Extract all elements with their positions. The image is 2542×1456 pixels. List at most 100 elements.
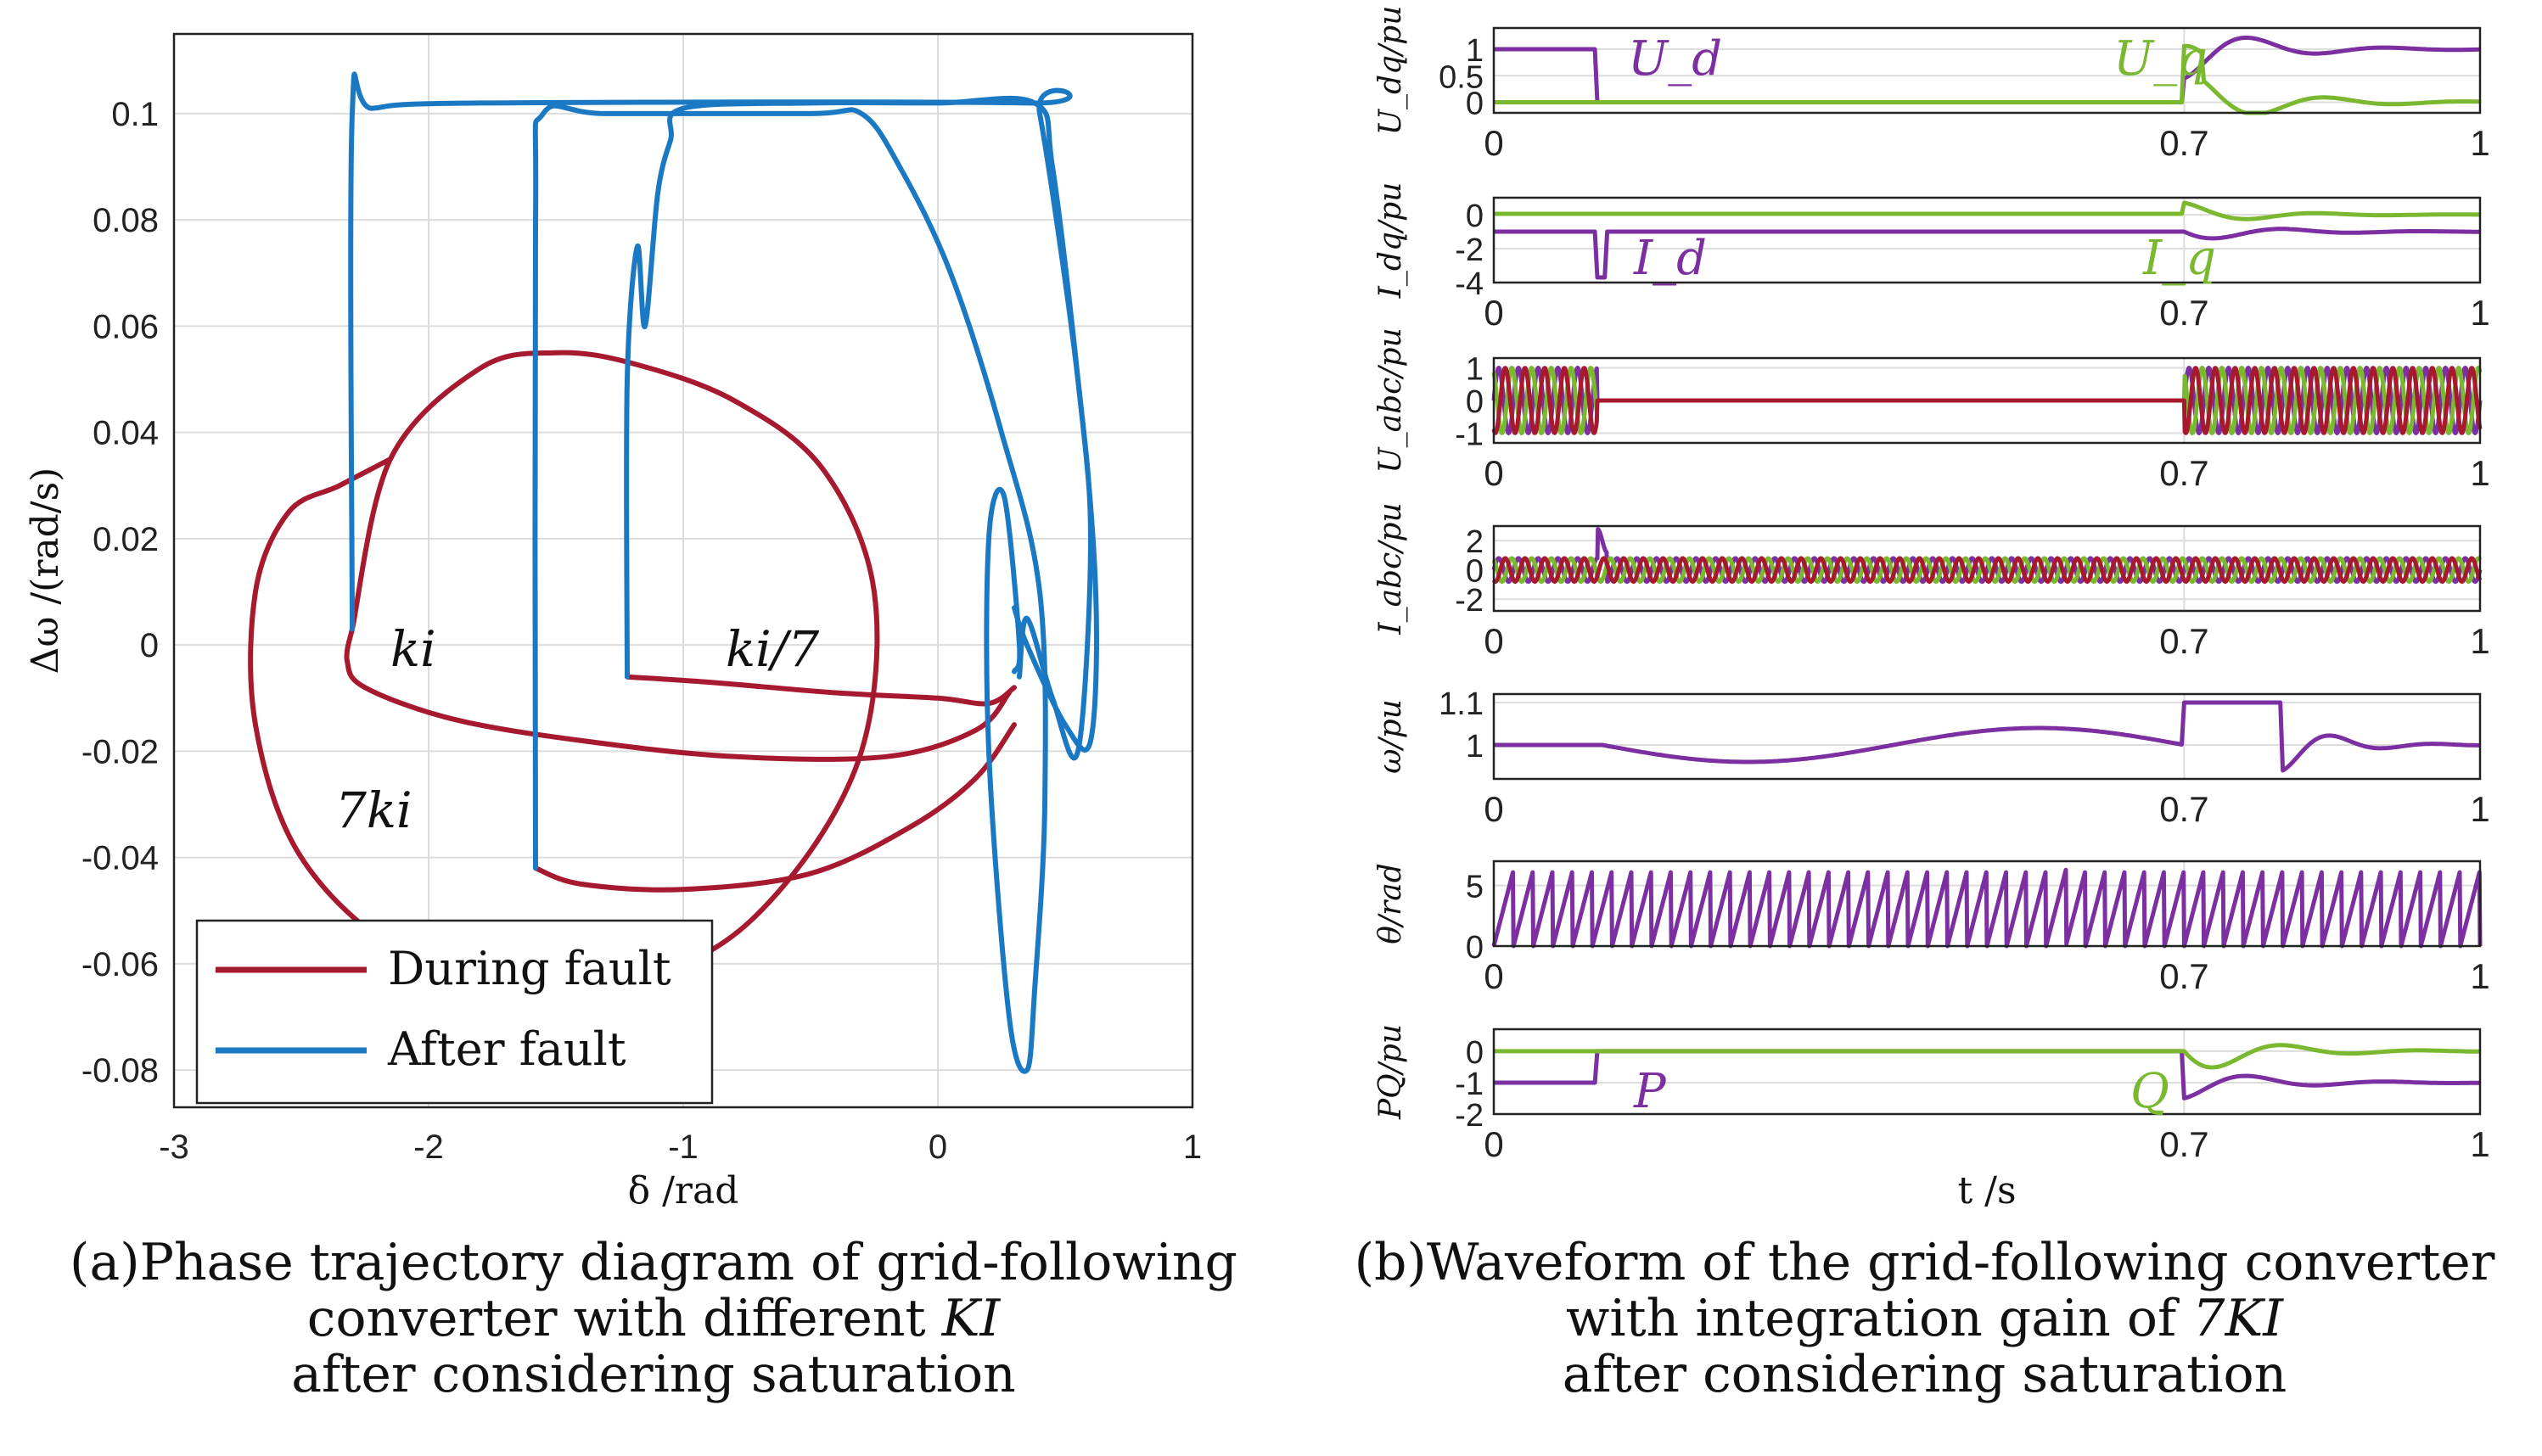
- trajectory-during-fault-7ki-return-: [533, 722, 1017, 893]
- x-tick-label: 0.7: [2159, 453, 2208, 493]
- x-tick-label: 1: [2470, 1124, 2489, 1164]
- y-tick-label: 1: [1466, 729, 1484, 764]
- y-axis-label: Δω /(rad/s): [24, 468, 67, 675]
- trace-purple: [1491, 527, 2483, 584]
- x-tick-label: 1: [2470, 621, 2489, 661]
- y-tick-label: 0: [1466, 87, 1484, 122]
- y-tick-label: -2: [1455, 232, 1484, 268]
- y-tick-label: -0.06: [81, 946, 159, 983]
- y-axis-label: PQ/pu: [1373, 1024, 1408, 1120]
- trace-during: [1491, 366, 2483, 435]
- annotation-7ki: 7ki: [335, 781, 412, 839]
- trace-green: [1491, 556, 2483, 584]
- annotation-ki-over-7: ki/7: [726, 620, 819, 678]
- x-tick-label: 0.7: [2159, 956, 2208, 996]
- y-tick-label: 0.06: [93, 308, 159, 345]
- subplot-frame: [1492, 26, 2482, 115]
- y-tick-label: 0: [140, 627, 159, 664]
- y-tick-label: -2: [1455, 1098, 1484, 1134]
- subplot-frame: [1492, 524, 2482, 613]
- y-tick-label: -2: [1455, 583, 1484, 619]
- x-tick-label: 0.7: [2159, 789, 2208, 829]
- series-label: P: [1633, 1064, 1667, 1119]
- y-tick-label: 0: [1466, 384, 1484, 420]
- subplot-frame: [1492, 860, 2482, 948]
- x-tick-label: 0: [1484, 1124, 1503, 1164]
- x-tick-label: 0.7: [2159, 621, 2208, 661]
- y-tick-label: -4: [1455, 266, 1484, 302]
- caption-a: (a)Phase trajectory diagram of grid-foll…: [0, 1235, 1307, 1403]
- x-tick-label: 1: [2470, 956, 2489, 996]
- y-tick-label: 1: [1466, 33, 1484, 69]
- caption-b-line3: after considering saturation: [1562, 1345, 2287, 1404]
- phase-trajectory-plot: -3 -2 -1 0 1 -0.08 -0.06 -0.04 -0.02 0 0.02 0.04 0.0…: [24, 32, 1202, 1212]
- caption-a-line2: converter with different KI: [306, 1289, 1001, 1348]
- caption-b-line1: (b)Waveform of the grid-following conver…: [1354, 1233, 2495, 1292]
- y-axis-label: I_abc/pu: [1373, 502, 1408, 635]
- y-axis-label: I_dq/pu: [1373, 182, 1408, 300]
- trace-green: [1494, 200, 2480, 221]
- annotation-ki: ki: [390, 620, 436, 678]
- x-tick-label: 1: [2470, 789, 2489, 829]
- subplot-frame: [1492, 1028, 2482, 1116]
- x-tick-label: 1: [1183, 1128, 1202, 1166]
- y-tick-label: 0.5: [1439, 59, 1484, 95]
- x-tick-label: 1: [2470, 123, 2489, 163]
- trajectory-during-fault-7ki-: [248, 350, 880, 988]
- series-label: Q: [2130, 1064, 2169, 1119]
- legend-label-after: After fault: [387, 1022, 626, 1076]
- caption-a-line1: (a)Phase trajectory diagram of grid-foll…: [70, 1233, 1237, 1292]
- y-tick-label: 0: [1466, 930, 1484, 966]
- subplot-1: 10.500 0.7 1U_dq/pu U_d U_q: [1373, 6, 2490, 163]
- series-label: I_q: [2142, 231, 2216, 286]
- x-tick-label: 0.7: [2159, 123, 2208, 163]
- trace-green: [1494, 1043, 2480, 1070]
- subplot-frame: [1492, 692, 2482, 781]
- y-tick-label: -0.04: [81, 840, 159, 877]
- x-tick-label: -1: [668, 1128, 699, 1166]
- caption-a-line3: after considering saturation: [291, 1345, 1016, 1404]
- x-tick-label: 1: [2470, 453, 2489, 493]
- trajectory-after-fault-7ki-: [532, 103, 1048, 1074]
- legend-box: [195, 919, 714, 1105]
- x-axis-label: t /s: [1957, 1169, 2016, 1212]
- subplot-frame: [1492, 356, 2482, 445]
- y-axis-label: U_abc/pu: [1373, 328, 1408, 473]
- plot-frame: [172, 32, 1194, 1109]
- series-label: I_d: [1633, 231, 1707, 286]
- subplot-2: 0-2-40 0.7 1I_dq/pu I_d I_q: [1373, 182, 2490, 333]
- subplot-7: 0-1-20 0.7 1PQ/pu P Q: [1373, 1024, 2490, 1164]
- y-tick-label: 1: [1466, 352, 1484, 388]
- y-tick-label: -0.02: [81, 733, 159, 770]
- x-tick-label: 0: [1484, 621, 1503, 661]
- x-tick-label: 0: [1484, 789, 1503, 829]
- subplot-area: [1494, 694, 2480, 779]
- trace-during: [1491, 556, 2483, 584]
- x-tick-label: -3: [159, 1128, 189, 1166]
- y-tick-label: -1: [1455, 1067, 1484, 1102]
- y-tick-label: 5: [1466, 870, 1484, 905]
- subplot-frame: [1492, 196, 2482, 284]
- series-label: U_d: [1628, 31, 1722, 87]
- y-tick-label: 0: [1466, 554, 1484, 590]
- series-label: U_q: [2113, 31, 2208, 87]
- y-tick-label: 2: [1466, 524, 1484, 560]
- y-tick-label: 0: [1466, 199, 1484, 234]
- trace-purple: [1494, 700, 2481, 773]
- y-tick-label: 0: [1466, 1035, 1484, 1071]
- y-tick-label: 1.1: [1439, 686, 1484, 722]
- y-tick-label: 0.04: [93, 415, 159, 452]
- caption-b-line2: with integration gain of 7KI: [1565, 1289, 2283, 1348]
- y-axis-label: ω/pu: [1373, 699, 1408, 774]
- legend-label-during: During fault: [388, 942, 671, 995]
- waveform-plots: 10.500 0.7 1U_dq/pu U_d U_q0-2-40 0.7 1I_dq/pu…: [1373, 6, 2490, 1212]
- trajectory-after-fault-ki-: [348, 71, 1099, 753]
- subplot-4: 20-20 0.7 1I_abc/pu: [1373, 502, 2490, 661]
- x-tick-label: 0.7: [2159, 1124, 2208, 1164]
- subplot-area: [1494, 1029, 2480, 1114]
- caption-b: (b)Waveform of the grid-following conver…: [1307, 1235, 2542, 1403]
- subplot-5: 1.110 0.7 1ω/pu: [1373, 686, 2490, 829]
- x-tick-label: 0: [1484, 293, 1503, 333]
- y-tick-label: 0.1: [111, 96, 159, 133]
- y-axis-label: θ/rad: [1373, 863, 1408, 944]
